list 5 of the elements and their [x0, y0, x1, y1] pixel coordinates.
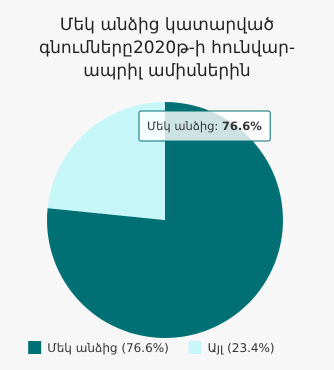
chart-title: Մեկ անձից կատարված գնումները2020թ-ի հունվար-ապրիլ ամիսներին [38, 15, 296, 81]
pie-slice [47, 102, 283, 338]
legend-label: Այլ (23.4%) [208, 341, 275, 355]
legend-label: Մեկ անձից (76.6%) [47, 341, 169, 355]
text: Մեկ անձից: 76.6% [147, 119, 262, 133]
